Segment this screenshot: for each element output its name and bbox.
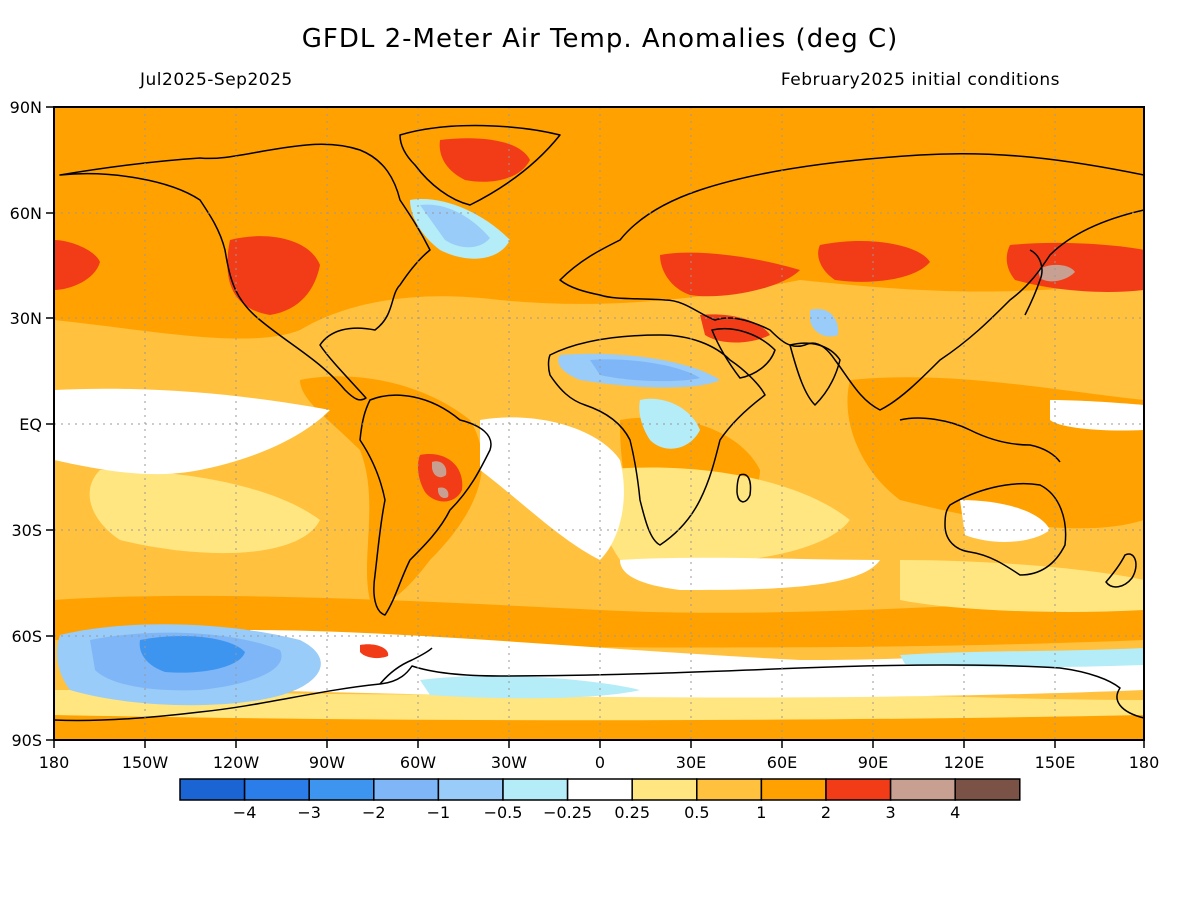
- lon-label: 90E: [858, 753, 888, 772]
- graticule: [54, 107, 1144, 740]
- south-america-outline: [359, 394, 492, 616]
- forecast-period: Jul2025-Sep2025: [140, 70, 293, 90]
- lon-label: 0: [595, 753, 605, 772]
- legend-label: 2: [821, 803, 831, 822]
- new-zealand-outline: [1105, 553, 1137, 588]
- legend-label: −1: [427, 803, 451, 822]
- antarctica-outline: [53, 664, 1145, 722]
- latitude-labels: 90N 60N 30N EQ 30S 60S 90S: [10, 98, 42, 750]
- lon-label: 120W: [213, 753, 260, 772]
- legend-label: −2: [362, 803, 386, 822]
- lon-label: 180: [39, 753, 70, 772]
- legend-swatch: [437, 778, 504, 801]
- map-title: GFDL 2-Meter Air Temp. Anomalies (deg C): [301, 24, 899, 54]
- legend-label: 0.25: [614, 803, 650, 822]
- legend-label: −0.5: [484, 803, 523, 822]
- legend-swatch: [566, 778, 633, 801]
- longitude-labels: 180 150W 120W 90W 60W 30W 0 30E 60E 90E …: [39, 753, 1160, 772]
- lon-label: 60W: [400, 753, 436, 772]
- india-outline: [789, 342, 841, 406]
- legend-label: −0.25: [543, 803, 592, 822]
- japan-outline: [1024, 249, 1043, 316]
- north-america-outline: [59, 143, 431, 401]
- color-legend: −4 −3 −2 −1 −0.5 −0.25 0.25 0.5 1 2 3 4: [179, 778, 1021, 822]
- legend-label: 4: [950, 803, 960, 822]
- antarctic-peninsula-outline: [379, 647, 433, 685]
- lon-label: 60E: [767, 753, 797, 772]
- legend-swatch: [179, 778, 246, 801]
- maritime-se-asia-outline: [899, 417, 1061, 463]
- legend-swatch: [696, 778, 763, 801]
- legend-swatch: [308, 778, 375, 801]
- australia-outline: [944, 482, 1067, 576]
- lat-label: 90S: [11, 731, 42, 750]
- africa-outline: [547, 334, 766, 546]
- legend-swatch: [760, 778, 827, 801]
- legend-swatch: [243, 778, 310, 801]
- lat-label: 30S: [11, 521, 42, 540]
- lat-label: 60N: [10, 204, 42, 223]
- legend-swatch: [954, 778, 1021, 801]
- lat-label: 30N: [10, 309, 42, 328]
- legend-swatch: [825, 778, 892, 801]
- legend-label: 1: [756, 803, 766, 822]
- coastlines: [53, 124, 1145, 722]
- legend-label: −4: [233, 803, 257, 822]
- legend-label: 0.5: [684, 803, 709, 822]
- greenland-outline: [399, 124, 561, 206]
- legend-label: −3: [297, 803, 321, 822]
- lon-label: 150W: [122, 753, 169, 772]
- lon-label: 150E: [1035, 753, 1076, 772]
- lon-label: 30W: [491, 753, 527, 772]
- legend-swatch: [373, 778, 440, 801]
- legend-swatch: [631, 778, 698, 801]
- lat-label: 90N: [10, 98, 42, 117]
- madagascar-outline: [736, 473, 752, 503]
- lat-label: EQ: [19, 415, 42, 434]
- lon-label: 90W: [309, 753, 345, 772]
- legend-label: 3: [886, 803, 896, 822]
- axis-ticks: [46, 106, 1145, 748]
- arabia-outline: [711, 328, 776, 379]
- legend-swatch: [502, 778, 569, 801]
- lat-label: 60S: [11, 627, 42, 646]
- eurasia-outline: [559, 152, 1145, 411]
- lon-label: 30E: [676, 753, 706, 772]
- lon-label: 120E: [944, 753, 985, 772]
- legend-swatch: [889, 778, 956, 801]
- lon-label: 180: [1129, 753, 1160, 772]
- initial-conditions: February2025 initial conditions: [780, 70, 1060, 90]
